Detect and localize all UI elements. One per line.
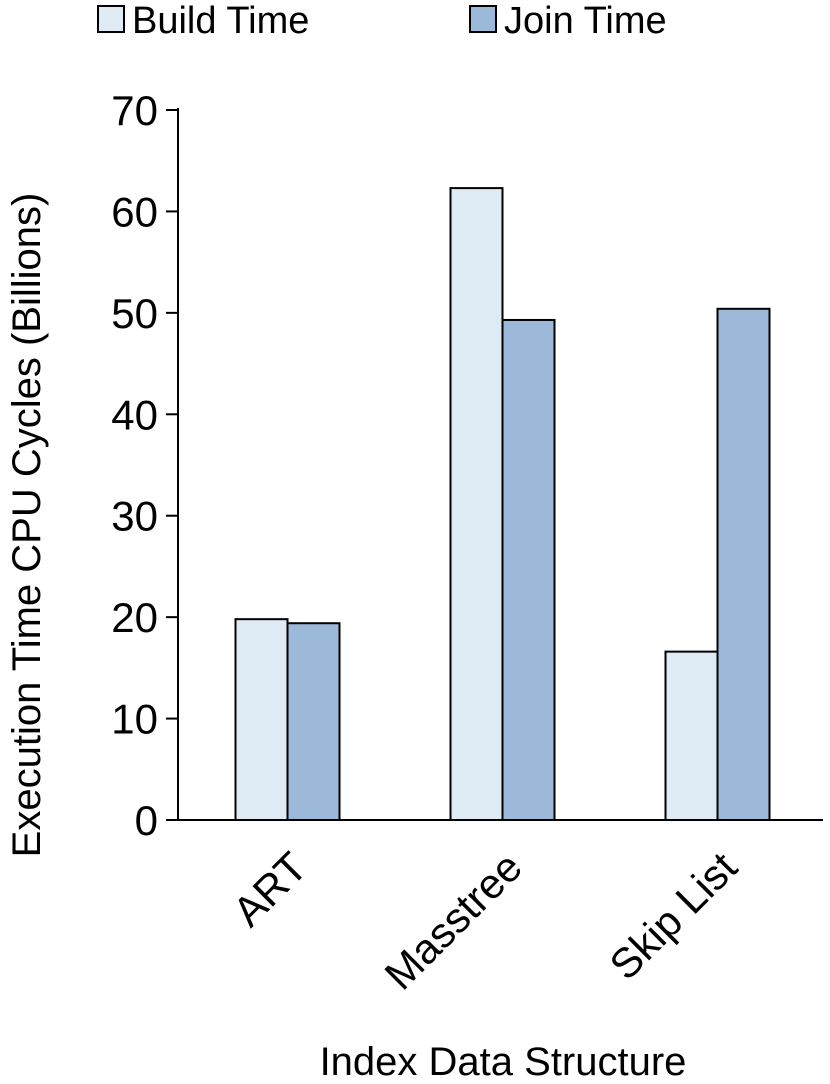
y-tick-label-40: 40 <box>111 391 158 438</box>
x-category-label-art: ART <box>224 843 316 935</box>
y-tick-label-20: 20 <box>111 594 158 641</box>
legend-label-build-time: Build Time <box>132 0 309 42</box>
bar-join-time-skip-list <box>716 307 771 821</box>
y-axis-title: Execution Time CPU Cycles (Billions) <box>5 193 49 858</box>
legend: Build Time Join Time <box>97 0 667 42</box>
y-tick-label-0: 0 <box>135 797 158 844</box>
y-tick-label-50: 50 <box>111 290 158 337</box>
legend-swatch-build-time <box>97 5 125 33</box>
x-category-label-masstree: Masstree <box>375 843 530 998</box>
legend-label-join-time: Join Time <box>504 0 667 42</box>
y-tick-label-60: 60 <box>111 188 158 235</box>
bars <box>234 187 771 822</box>
bar-build-time-skip-list <box>664 650 719 822</box>
x-axis-title: Index Data Structure <box>320 1040 687 1084</box>
y-tick-label-70: 70 <box>111 87 158 134</box>
bar-join-time-masstree <box>501 318 556 821</box>
bar-build-time-art <box>234 618 289 822</box>
y-tick-label-30: 30 <box>111 493 158 540</box>
y-axis-ticks: 0 10 20 30 40 50 60 70 <box>111 87 178 844</box>
legend-swatch-join-time <box>469 5 497 33</box>
bar-join-time-art <box>286 622 341 821</box>
y-tick-label-10: 10 <box>111 696 158 743</box>
x-category-label-skip-list: Skip List <box>600 843 746 989</box>
x-axis-categories: ART Masstree Skip List <box>224 843 746 999</box>
bar-build-time-masstree <box>449 187 504 822</box>
